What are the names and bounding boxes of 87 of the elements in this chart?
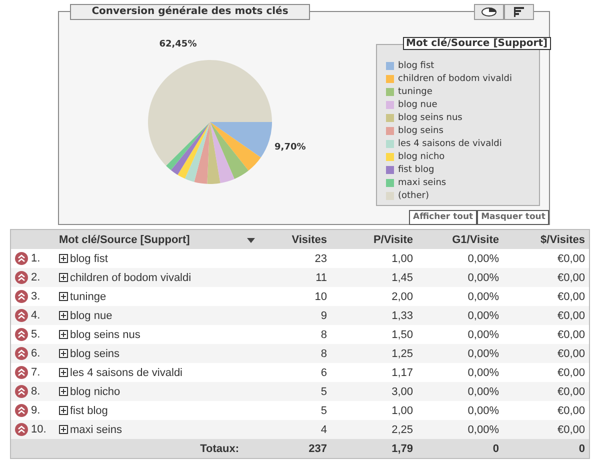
text: P/Visite <box>331 230 417 249</box>
text: 8. <box>10 382 55 401</box>
data-label: 9,70% <box>274 142 306 153</box>
text: 1,79 <box>331 439 417 458</box>
text: €0,00 <box>503 268 590 287</box>
text: 9 <box>243 306 331 325</box>
text: 4 <box>243 420 331 439</box>
category-label: maxi seins <box>70 424 122 436</box>
category-label: blog seins nus <box>70 328 140 340</box>
text: 3,00 <box>331 382 417 401</box>
legend-label: fist blog <box>398 164 434 174</box>
text: 1,50 <box>390 328 414 342</box>
legend-label: blog fist <box>398 60 434 70</box>
text: 0 <box>417 439 503 458</box>
text: 0,00% <box>417 420 503 439</box>
text: 1,45 <box>331 268 417 287</box>
text: 1,33 <box>331 306 417 325</box>
text: 1. <box>30 251 42 266</box>
legend-label: tuninge <box>398 86 432 96</box>
text: 10. <box>10 420 55 439</box>
text: 0,00% <box>417 268 503 287</box>
text: €0,00 <box>556 366 586 380</box>
text: G1/Visite <box>417 230 503 249</box>
text: Visites <box>243 230 331 249</box>
category-label: blog nicho <box>70 386 120 398</box>
text: 2,25 <box>331 420 417 439</box>
text: 0,00% <box>466 404 500 418</box>
text: 1,00 <box>390 404 414 418</box>
category-label: blog nue <box>70 310 112 322</box>
category-label: les 4 saisons de vivaldi <box>70 366 183 378</box>
category-label: children of bodom vivaldi <box>70 272 192 284</box>
legend-label: (other) <box>398 190 429 200</box>
text: €0,00 <box>503 420 590 439</box>
text: 5. <box>30 327 42 342</box>
legend-label: blog seins <box>398 126 444 136</box>
text: 3. <box>30 289 42 304</box>
text: 0,00% <box>466 366 500 380</box>
text: 0,00% <box>466 252 500 266</box>
category-label: blog fist <box>70 252 108 264</box>
text: 0,00% <box>466 328 500 342</box>
text: €0,00 <box>556 290 586 304</box>
text: 5 <box>320 404 328 418</box>
category-label: blog seins <box>70 348 120 360</box>
text: €0,00 <box>556 252 586 266</box>
legend-label: les 4 saisons de vivaldi <box>398 138 502 148</box>
legend-label: blog nue <box>398 100 438 110</box>
text: Mot clé/Source [Support] <box>59 234 190 246</box>
text: €0,00 <box>503 306 590 325</box>
chart-title: Conversion générale des mots clés <box>70 4 310 20</box>
text: 1,00 <box>390 252 414 266</box>
text: 0,00% <box>417 306 503 325</box>
text: 6 <box>320 366 328 380</box>
text: €0,00 <box>503 344 590 363</box>
text: 4. <box>10 306 55 325</box>
text: 11 <box>243 268 331 287</box>
legend-label: maxi seins <box>398 178 446 188</box>
text: 237 <box>243 439 331 458</box>
text: 0 <box>503 439 590 458</box>
text: 6. <box>10 344 55 363</box>
text: 0,00% <box>417 344 503 363</box>
legend-label: children of bodom vivaldi <box>398 74 512 84</box>
text: 5 <box>243 382 331 401</box>
text: 7. <box>30 365 42 380</box>
text: 2. <box>10 268 55 287</box>
text: €0,00 <box>556 404 586 418</box>
text: 8 <box>320 328 328 342</box>
text: 2,00 <box>390 290 414 304</box>
text: 1,17 <box>390 366 414 380</box>
text: $/Visites <box>503 230 590 249</box>
text: €0,00 <box>556 328 586 342</box>
text: €0,00 <box>503 382 590 401</box>
text: 0,00% <box>466 290 500 304</box>
text: 23 <box>314 252 328 266</box>
legend-title: Mot clé/Source [Support] <box>403 37 551 50</box>
text: Totaux: <box>55 439 243 458</box>
text: Afficher tout <box>409 210 478 225</box>
text: 10 <box>314 290 328 304</box>
text: 0,00% <box>417 382 503 401</box>
legend-label: blog nicho <box>398 152 445 162</box>
legend-label: blog seins nus <box>398 112 462 122</box>
data-label: 62,45% <box>159 40 197 50</box>
category-label: fist blog <box>70 404 108 416</box>
text: 9. <box>30 403 42 418</box>
text: 8 <box>243 344 331 363</box>
text: 1,25 <box>331 344 417 363</box>
text: Masquer tout <box>477 210 550 225</box>
category-label: tuninge <box>70 290 106 302</box>
